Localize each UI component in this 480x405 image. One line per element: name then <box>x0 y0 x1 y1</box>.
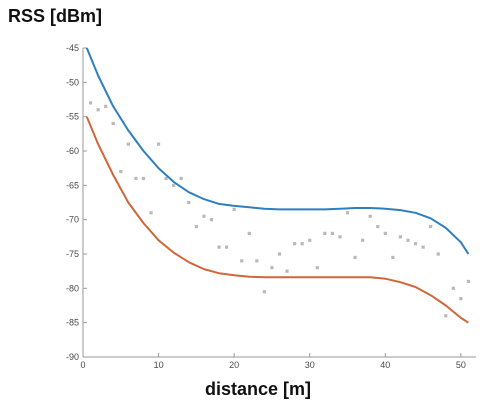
y-tick-label: -90 <box>66 352 79 362</box>
scatter-point <box>255 259 259 263</box>
scatter-point <box>172 183 176 187</box>
upper-bound-line <box>85 47 470 255</box>
scatter-point <box>338 235 342 239</box>
scatter-point <box>345 211 350 215</box>
scatter-point <box>300 242 304 246</box>
scatter-point <box>383 231 387 235</box>
scatter-point <box>459 297 463 301</box>
x-tick-label: 10 <box>154 360 164 370</box>
scatter-point <box>164 176 168 181</box>
scatter-point <box>330 231 335 235</box>
scatter-point <box>285 269 289 273</box>
scatter-point <box>111 121 115 126</box>
scatter-point <box>436 252 440 256</box>
x-axis-title: distance [m] <box>205 379 312 399</box>
x-tick-label: 0 <box>80 360 85 370</box>
scatter-point <box>194 224 198 229</box>
scatter-point <box>126 142 130 146</box>
scatter-point <box>376 224 380 229</box>
scatter-point <box>232 207 236 211</box>
x-tick-label: 40 <box>380 360 390 370</box>
scatter-point <box>247 231 251 235</box>
y-tick-label: -45 <box>66 43 79 53</box>
scatter-point <box>88 101 93 105</box>
scatter-point <box>353 255 357 260</box>
scatter-point <box>179 176 183 181</box>
y-tick-label: -80 <box>66 283 79 293</box>
scatter-point <box>217 245 221 249</box>
scatter-point <box>209 218 214 222</box>
scatter-point <box>262 290 266 294</box>
y-tick-label: -70 <box>66 215 79 225</box>
scatter-point <box>202 214 206 218</box>
scatter-point <box>293 242 297 246</box>
y-tick-label: -50 <box>66 77 79 87</box>
y-tick-label: -75 <box>66 249 79 259</box>
scatter-point <box>391 255 395 260</box>
y-tick-label: -60 <box>66 146 79 156</box>
scatter-point <box>406 238 410 242</box>
x-tick-label: 50 <box>456 360 466 370</box>
scatter-point <box>466 279 471 284</box>
y-tick-label: -55 <box>66 112 79 122</box>
y-axis-title: RSS [dBm] <box>8 6 102 26</box>
scatter-point <box>413 242 418 246</box>
scatter-point <box>368 214 372 218</box>
scatter-point <box>104 104 108 108</box>
lower-bound-line <box>85 116 469 324</box>
scatter-point <box>224 245 229 249</box>
y-tick-label: -85 <box>66 318 79 328</box>
scatter-point <box>421 245 425 249</box>
scatter-point <box>240 259 244 263</box>
scatter-point <box>429 224 433 229</box>
scatter-point <box>361 238 365 242</box>
x-tick-label: 20 <box>229 360 239 370</box>
scatter-point <box>187 200 191 205</box>
scatter-point <box>156 142 161 146</box>
scatter-point <box>270 266 274 270</box>
scatter-point <box>398 235 403 239</box>
scatter-point <box>323 231 327 235</box>
scatter-point <box>315 266 319 270</box>
scatter-point <box>308 238 312 242</box>
y-tick-label: -65 <box>66 180 79 190</box>
x-tick-label: 30 <box>305 360 315 370</box>
scatter-point <box>444 314 448 318</box>
scatter-point <box>149 211 153 215</box>
scatter-point <box>277 252 282 256</box>
scatter-point <box>96 108 100 112</box>
scatter-point <box>134 176 138 181</box>
scatter-point <box>119 170 123 174</box>
scatter-point <box>451 286 455 290</box>
scatter-point <box>141 176 146 181</box>
